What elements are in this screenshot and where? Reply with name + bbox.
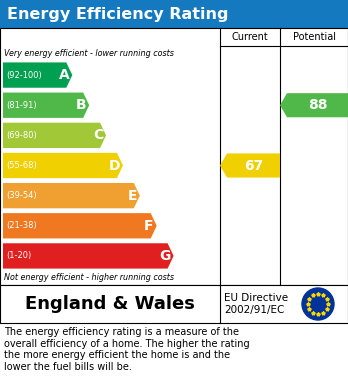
Text: Very energy efficient - lower running costs: Very energy efficient - lower running co… [4,48,174,57]
Text: E: E [127,188,137,203]
Bar [0,28,348,285]
Text: F: F [144,219,154,233]
Text: (81-91): (81-91) [6,101,37,110]
Polygon shape [3,93,89,118]
Text: England & Wales: England & Wales [25,295,195,313]
Text: C: C [93,128,103,142]
Text: Energy Efficiency Rating: Energy Efficiency Rating [7,7,228,22]
Text: Current: Current [232,32,268,42]
Text: A: A [58,68,69,82]
Text: (1-20): (1-20) [6,251,31,260]
Bar [0,285,348,323]
Polygon shape [3,123,106,148]
Text: Potential: Potential [293,32,335,42]
Text: (92-100): (92-100) [6,70,42,80]
Polygon shape [3,243,174,269]
Text: (39-54): (39-54) [6,191,37,200]
Circle shape [302,288,334,320]
Text: (55-68): (55-68) [6,161,37,170]
Polygon shape [3,183,140,208]
Text: (21-38): (21-38) [6,221,37,230]
Text: G: G [159,249,171,263]
Text: Not energy efficient - higher running costs: Not energy efficient - higher running co… [4,273,174,283]
Text: EU Directive
2002/91/EC: EU Directive 2002/91/EC [224,293,288,315]
Polygon shape [3,213,157,239]
Text: 88: 88 [308,98,327,112]
Text: D: D [109,158,120,172]
Text: B: B [76,98,86,112]
Text: 67: 67 [244,158,263,172]
Polygon shape [280,93,348,117]
Text: (69-80): (69-80) [6,131,37,140]
Polygon shape [220,153,280,178]
Polygon shape [3,63,72,88]
Polygon shape [3,153,123,178]
Bar [0,0,348,28]
Text: The energy efficiency rating is a measure of the
overall efficiency of a home. T: The energy efficiency rating is a measur… [4,327,250,372]
